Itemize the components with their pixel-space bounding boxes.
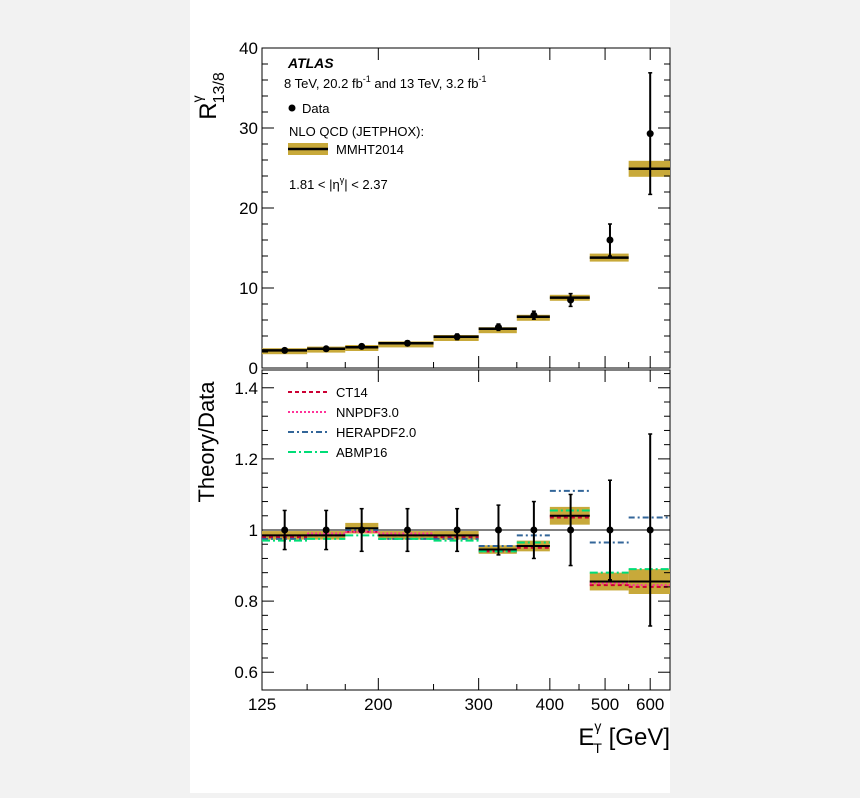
ratio-point-1 <box>322 526 330 534</box>
data-point-3 <box>403 339 411 347</box>
bottom-ytick-label-2: 1 <box>249 521 258 540</box>
x-axis-label: Eγ T [GeV] <box>578 718 670 756</box>
data-point-9 <box>646 130 654 138</box>
ratio-point-2 <box>358 526 366 534</box>
bottom-ytick-label-1: 0.8 <box>234 592 258 611</box>
top-ytick-label-2: 20 <box>239 199 258 218</box>
top-ytick-label-3: 30 <box>239 119 258 138</box>
top-ytick-label-0: 0 <box>249 359 258 378</box>
bottom-ytick-label-4: 1.4 <box>234 379 258 398</box>
ratio-point-9 <box>646 526 654 534</box>
data-point-0 <box>281 346 289 354</box>
data-point-2 <box>358 342 366 350</box>
data-point-7 <box>567 296 575 304</box>
ratio-point-6 <box>530 526 538 534</box>
xtick-label-0: 125 <box>248 695 276 714</box>
top-ytick-label-4: 40 <box>239 39 258 58</box>
legend-series-label-3: ABMP16 <box>336 445 387 460</box>
top-ytick-label-1: 10 <box>239 279 258 298</box>
region-label: 1.81 < |ηγ| < 2.37 <box>289 175 388 192</box>
top-panel-frame <box>261 47 671 369</box>
xtick-label-4: 500 <box>591 695 619 714</box>
data-point-8 <box>606 236 614 244</box>
legend-series-label-0: CT14 <box>336 385 368 400</box>
legend-data-label: Data <box>302 101 330 116</box>
data-point-5 <box>494 323 502 331</box>
ratio-point-8 <box>606 526 614 534</box>
bottom-ytick-label-3: 1.2 <box>234 450 258 469</box>
ratio-point-5 <box>494 526 502 534</box>
data-point-4 <box>453 333 461 341</box>
top-plot-area: 0 10 20 30 40 <box>239 39 671 378</box>
ratio-point-4 <box>453 526 461 534</box>
data-point-1 <box>322 345 330 353</box>
experiment-label: ATLAS <box>287 55 334 71</box>
ratio-point-0 <box>281 526 289 534</box>
xtick-label-2: 300 <box>464 695 492 714</box>
xtick-label-3: 400 <box>536 695 564 714</box>
legend-theory-label: MMHT2014 <box>336 142 404 157</box>
top-ylabel: Rγ 13/8 <box>189 72 228 120</box>
bottom-legend: CT14 NNPDF3.0 HERAPDF2.0 ABMP16 <box>288 385 416 460</box>
legend-theory-header: NLO QCD (JETPHOX): <box>289 124 424 139</box>
legend-data-marker <box>288 104 296 112</box>
xtick-label-1: 200 <box>364 695 392 714</box>
subtitle: 8 TeV, 20.2 fb-1 and 13 TeV, 3.2 fb-1 <box>284 74 487 91</box>
xtick-label-5: 600 <box>636 695 664 714</box>
data-point-6 <box>530 311 538 319</box>
legend-series-label-2: HERAPDF2.0 <box>336 425 416 440</box>
ratio-point-7 <box>567 526 575 534</box>
bottom-ylabel: Theory/Data <box>194 381 219 503</box>
ratio-point-3 <box>403 526 411 534</box>
legend-series-label-1: NNPDF3.0 <box>336 405 399 420</box>
bottom-plot-area: 125 200 300 400 500 600 0.6 0.8 1 1.2 1.4 <box>234 370 671 714</box>
bottom-ytick-label-0: 0.6 <box>234 663 258 682</box>
